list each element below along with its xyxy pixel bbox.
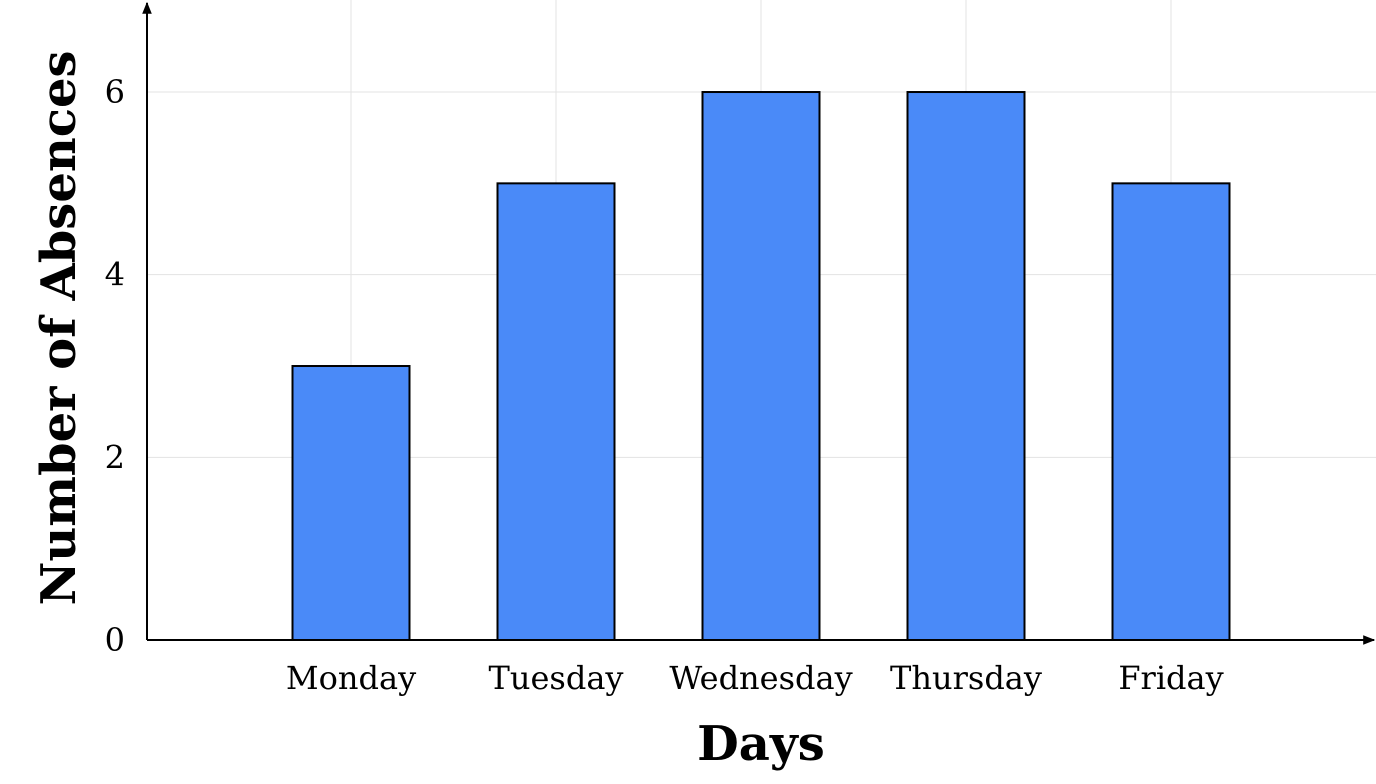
bar-friday bbox=[1111, 182, 1231, 641]
bar-wednesday bbox=[701, 91, 821, 641]
x-tick-label: Wednesday bbox=[669, 659, 852, 697]
y-tick-label: 2 bbox=[105, 438, 125, 476]
y-axis-title: Number of Absences bbox=[31, 50, 87, 605]
x-tick-label: Monday bbox=[286, 659, 416, 697]
bar-monday bbox=[291, 365, 411, 641]
x-tick-label: Thursday bbox=[890, 659, 1042, 697]
x-tick-label: Friday bbox=[1118, 659, 1223, 697]
x-tick-label: Tuesday bbox=[489, 659, 624, 697]
bars bbox=[291, 91, 1231, 641]
y-tick-label: 0 bbox=[105, 621, 125, 659]
bar-tuesday bbox=[496, 182, 616, 641]
bar-thursday bbox=[906, 91, 1026, 641]
x-axis-title: Days bbox=[697, 716, 825, 772]
tick-labels: 0 2 4 6 Monday Tuesday Wednesday Thursday Friday bbox=[105, 73, 1224, 697]
axes bbox=[142, 1, 1376, 645]
y-tick-label: 4 bbox=[105, 256, 125, 294]
y-tick-label: 6 bbox=[105, 73, 125, 111]
